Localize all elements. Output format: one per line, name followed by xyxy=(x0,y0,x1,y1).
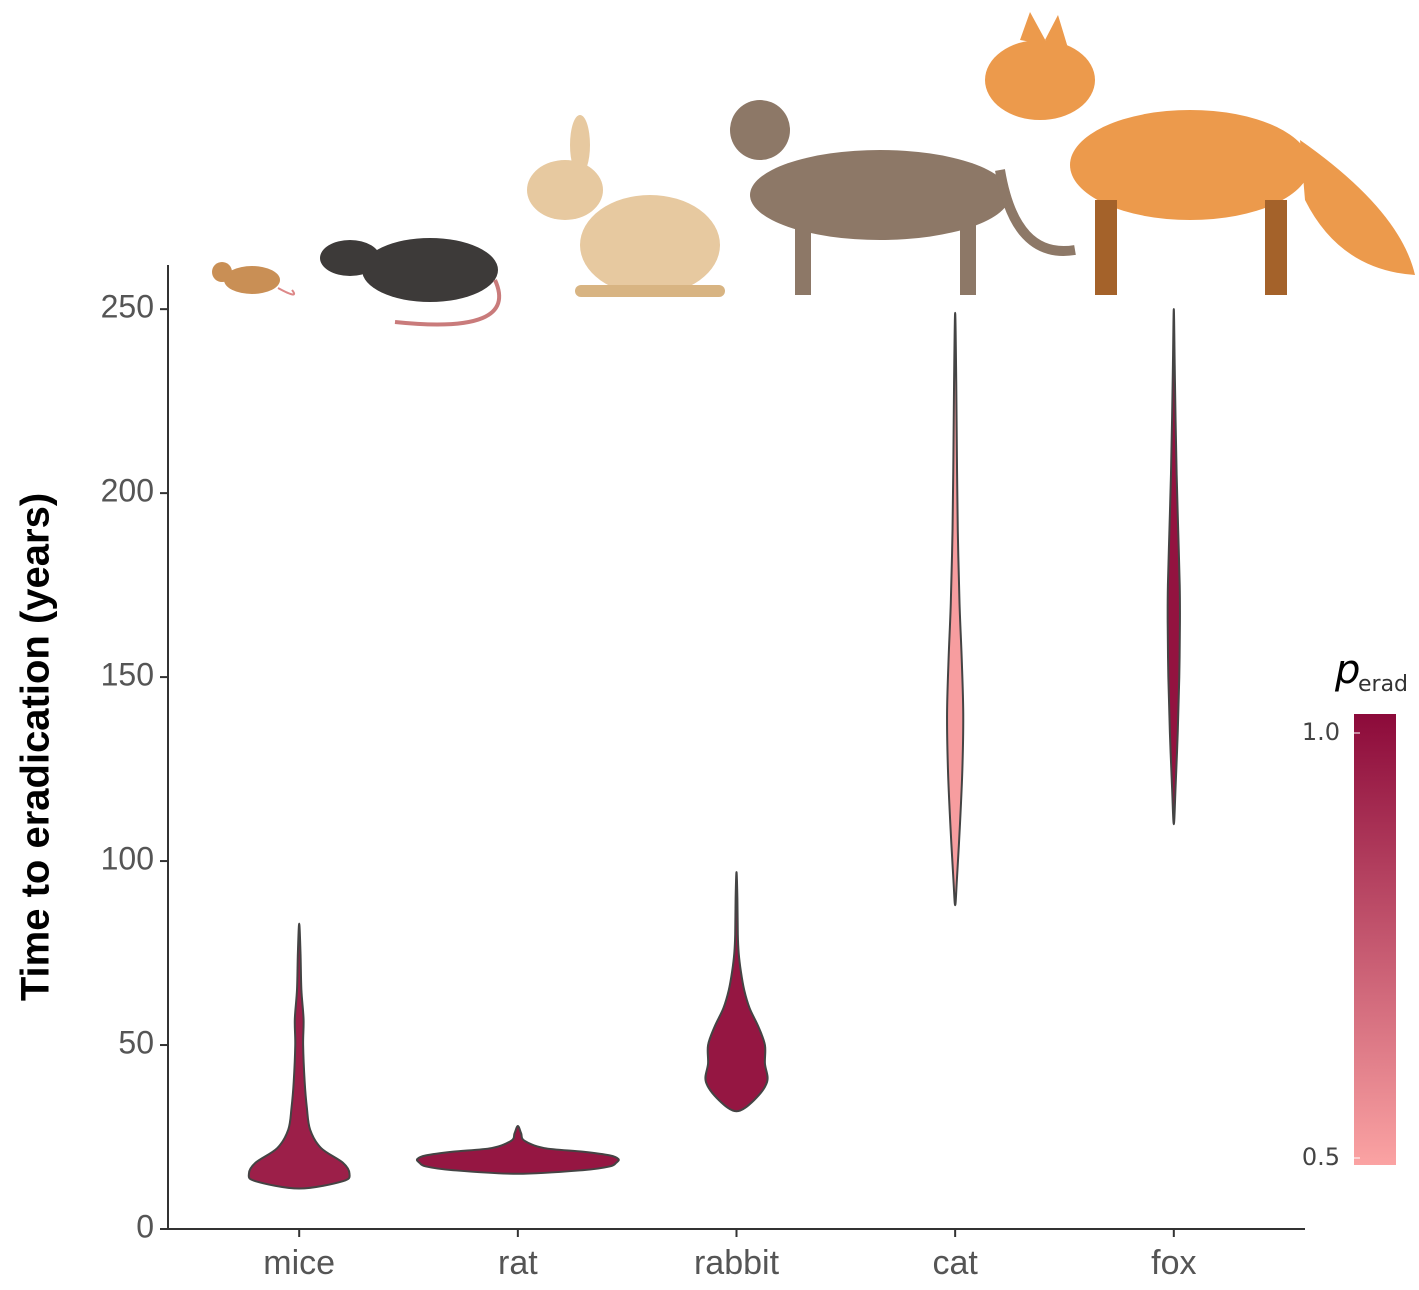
mouse-icon xyxy=(212,262,294,295)
violin xyxy=(249,924,350,1189)
rat-icon xyxy=(320,238,499,324)
cat-icon xyxy=(730,100,1075,295)
chart: Time to eradication (years) p erad 0 50 10… xyxy=(0,0,1419,1285)
violin xyxy=(417,1126,619,1174)
violin xyxy=(1168,309,1180,824)
violin xyxy=(705,872,767,1111)
y-tick-label: 250 xyxy=(101,289,154,325)
colorbar-tick-label: 1.0 xyxy=(1302,718,1340,746)
x-tick-label: cat xyxy=(932,1244,978,1282)
y-tick-label: 0 xyxy=(136,1208,154,1244)
y-tick-label: 50 xyxy=(118,1024,154,1060)
colorbar xyxy=(1354,714,1396,1165)
y-tick-label: 150 xyxy=(101,657,154,693)
x-tick-label: rabbit xyxy=(694,1244,780,1282)
x-tick-label: mice xyxy=(263,1244,335,1282)
y-tick-label: 200 xyxy=(101,473,154,509)
rabbit-icon xyxy=(527,115,725,297)
colorbar-title: p xyxy=(1334,647,1360,693)
colorbar-title-subscript: erad xyxy=(1358,672,1408,697)
colorbar-tick-label: 0.5 xyxy=(1302,1143,1340,1171)
x-tick-label: rat xyxy=(498,1244,538,1282)
y-axis-title: Time to eradication (years) xyxy=(14,493,58,1001)
violin xyxy=(947,313,963,905)
x-tick-label: fox xyxy=(1151,1244,1196,1282)
y-tick-label: 100 xyxy=(101,841,154,877)
illustrations xyxy=(212,12,1415,324)
